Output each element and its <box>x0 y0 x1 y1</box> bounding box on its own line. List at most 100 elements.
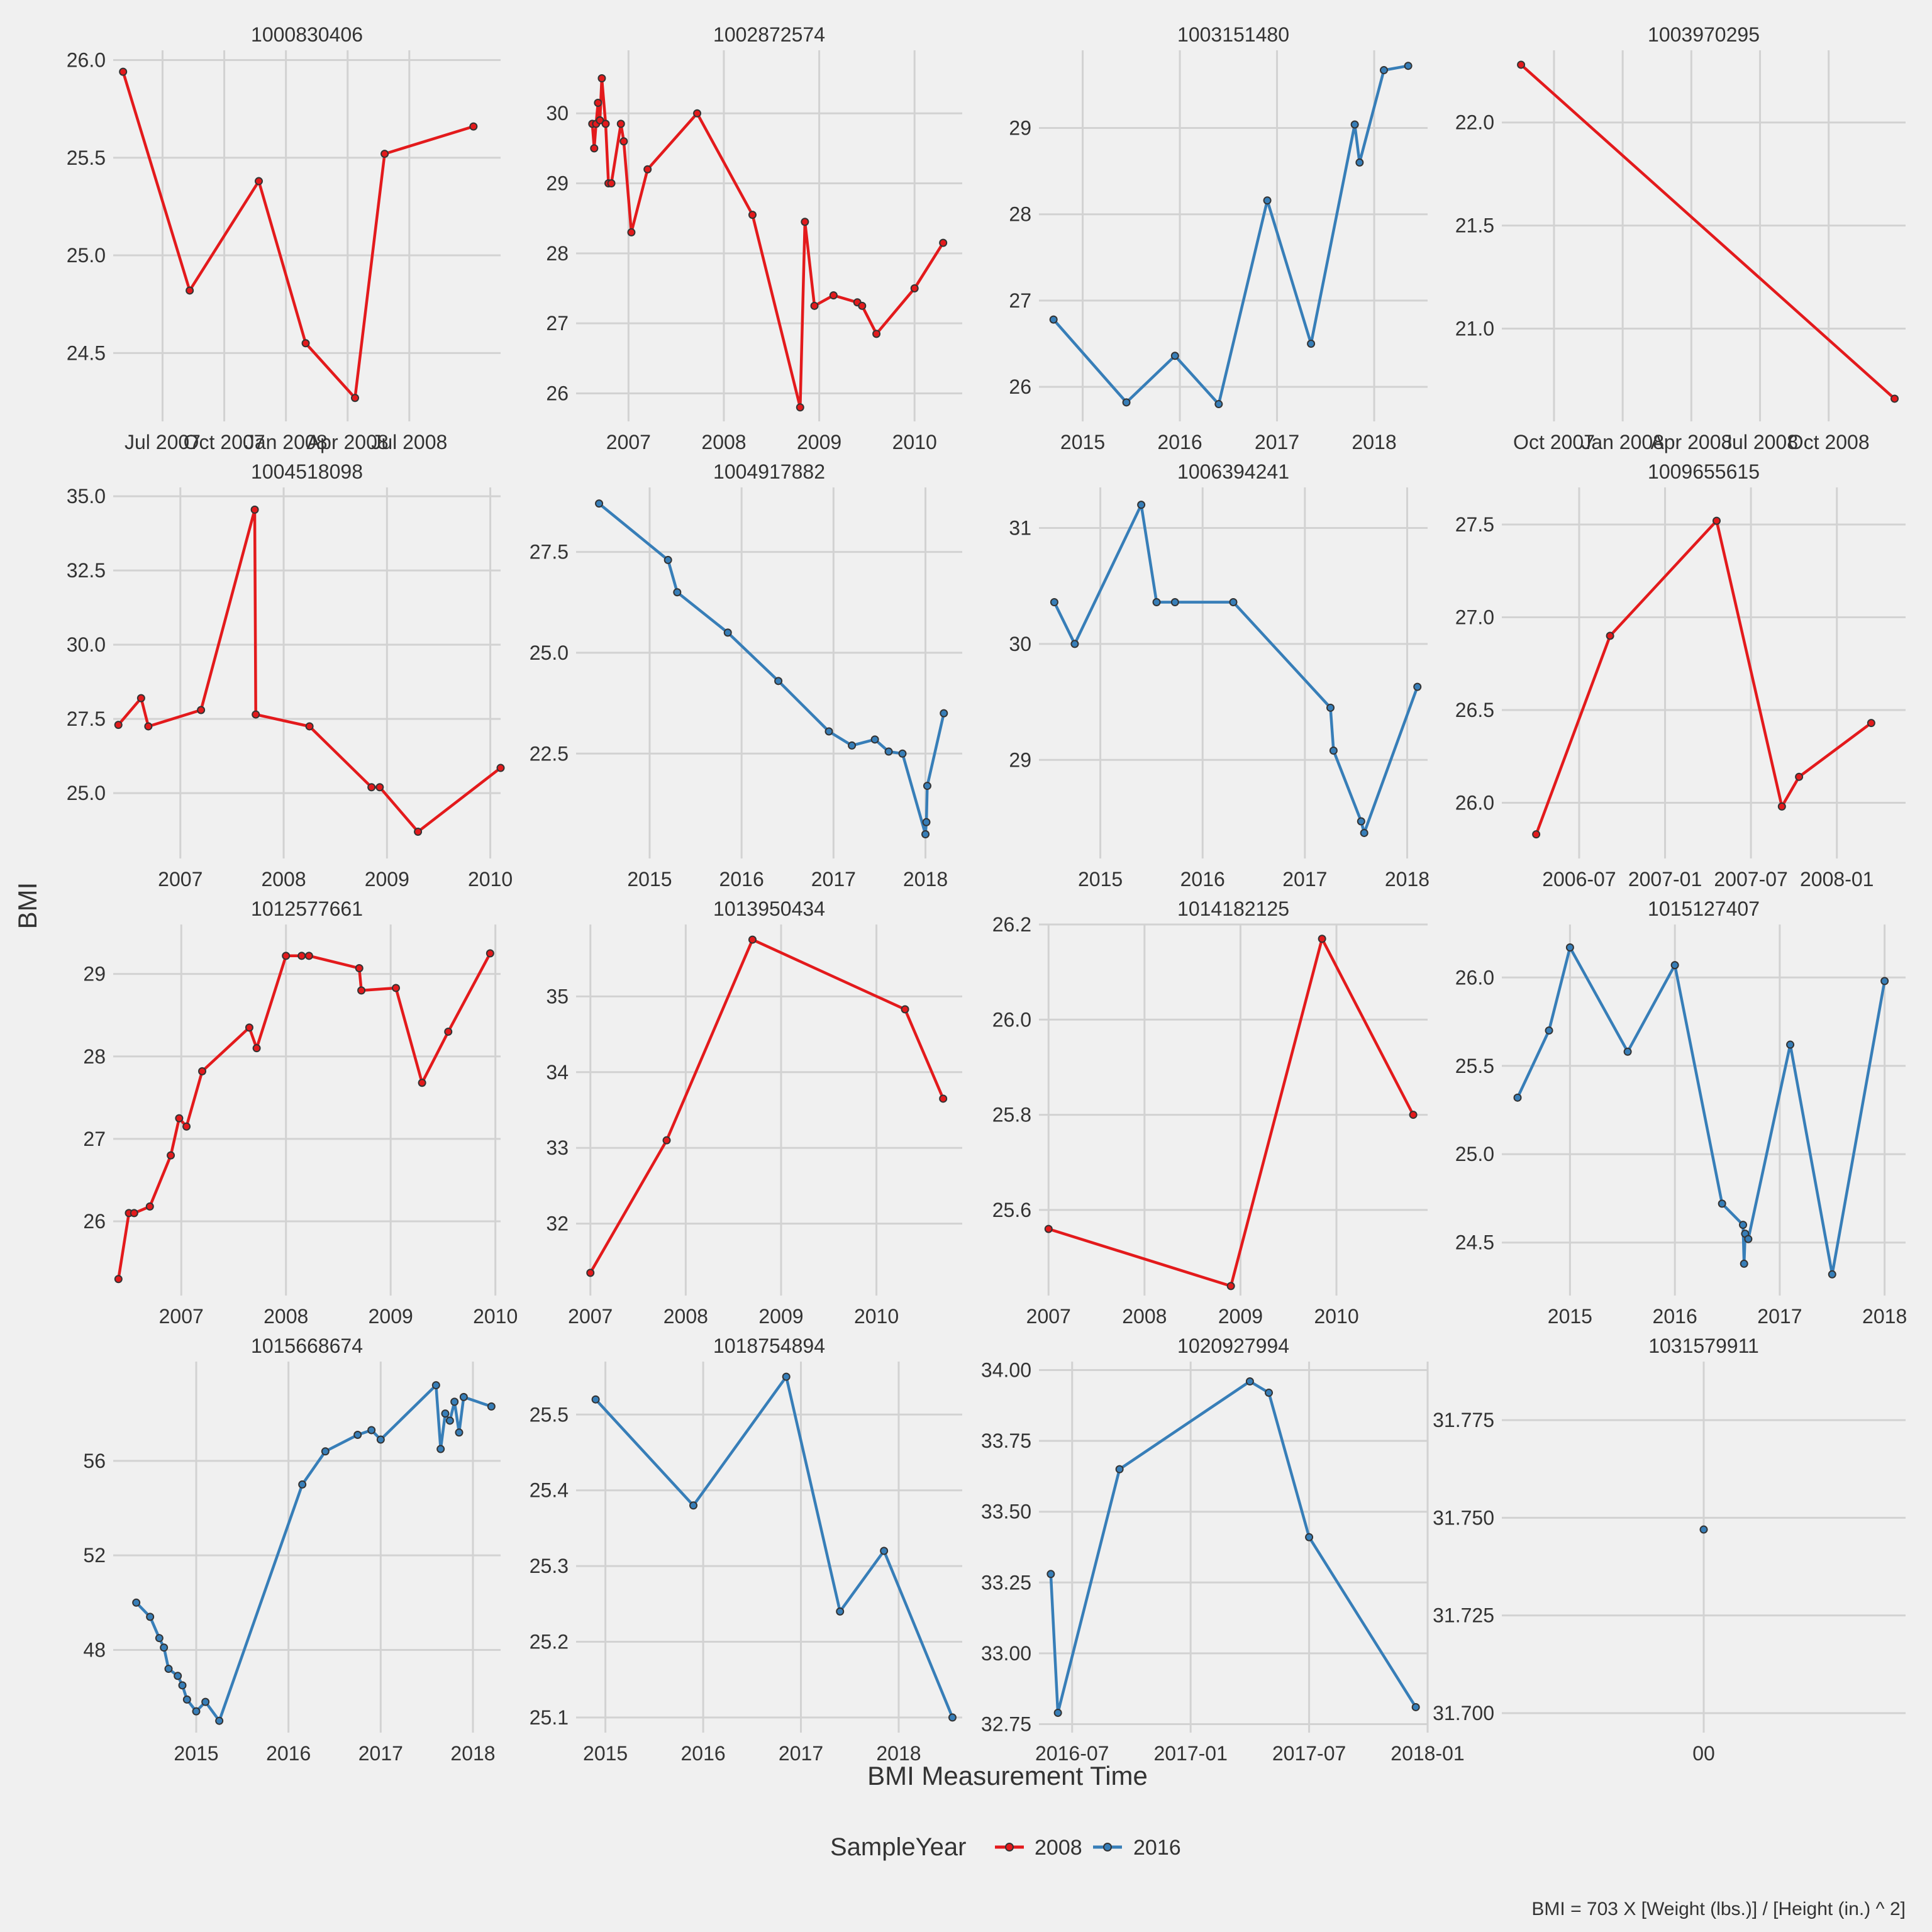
data-point <box>144 722 153 731</box>
x-tick-label: 2015 <box>627 868 672 891</box>
y-tick-label: 27 <box>546 312 569 335</box>
y-tick-label: 34 <box>546 1061 569 1084</box>
y-tick-label: 26.0 <box>1455 966 1494 989</box>
y-tick-label: 29 <box>1009 116 1031 139</box>
data-point <box>1360 828 1368 837</box>
data-point <box>1744 1235 1753 1243</box>
y-tick-label: 56 <box>83 1450 106 1472</box>
data-point <box>796 403 804 412</box>
data-point <box>367 783 376 792</box>
x-tick-label: 2017 <box>1255 431 1299 453</box>
data-point <box>1245 1377 1254 1386</box>
data-point <box>693 109 702 118</box>
data-point <box>1670 961 1679 970</box>
data-point <box>132 1598 141 1607</box>
x-tick-label: Apr 2008 <box>1650 431 1732 453</box>
x-tick-label: 2010 <box>892 431 937 453</box>
x-tick-label: 2007 <box>568 1305 613 1328</box>
x-tick-label: 2008-01 <box>1800 868 1874 891</box>
x-tick-label: 2007 <box>158 868 203 891</box>
data-point <box>1413 682 1422 691</box>
facet-title: 1004917882 <box>713 460 825 483</box>
data-point <box>1263 196 1272 205</box>
data-point <box>445 1416 454 1425</box>
data-point <box>119 67 128 76</box>
data-point <box>455 1428 464 1437</box>
legend: SampleYear 2008 2016 <box>830 1833 1181 1861</box>
data-point <box>155 1634 164 1643</box>
x-tick-label: 2010 <box>473 1305 518 1328</box>
y-tick-label: 25.0 <box>67 244 106 267</box>
y-tick-label: 33 <box>546 1136 569 1159</box>
data-point <box>901 1005 909 1014</box>
data-point <box>198 1067 207 1075</box>
x-tick-label: 2015 <box>583 1742 628 1765</box>
y-tick-label: 27.5 <box>530 541 569 564</box>
data-point <box>146 1613 155 1621</box>
y-tick-label: 22.5 <box>530 742 569 765</box>
data-point <box>380 150 389 158</box>
x-tick-label: 2009 <box>797 431 841 453</box>
y-tick-label: 26.5 <box>1455 699 1494 721</box>
facet-panel-1015127407: 1015127407 24.5 25.0 25.5 26.0 2015 2016 2017 20… <box>1455 897 1907 1328</box>
x-tick-label: 2010 <box>468 868 513 891</box>
data-point <box>898 749 907 758</box>
data-point <box>1350 120 1359 129</box>
data-point <box>1355 158 1364 167</box>
data-point <box>441 1409 450 1418</box>
y-tick-label: 29 <box>1009 748 1031 771</box>
x-tick-label: Oct 2008 <box>1788 431 1870 453</box>
data-point <box>418 1079 426 1087</box>
y-tick-label: 29 <box>83 963 106 985</box>
y-tick-label: 25.0 <box>1455 1143 1494 1165</box>
x-tick-label: 2016 <box>1653 1305 1697 1328</box>
facet-title: 1014182125 <box>1177 897 1289 920</box>
legend-key-point-2016 <box>1103 1843 1112 1852</box>
data-point <box>353 1430 362 1439</box>
data-point <box>1517 60 1526 69</box>
y-tick-label: 32.5 <box>67 559 106 582</box>
x-axis-title: BMI Measurement Time <box>867 1761 1148 1790</box>
data-point <box>1740 1259 1748 1268</box>
data-point <box>136 694 145 702</box>
data-point <box>824 727 833 736</box>
x-tick-label: 2008 <box>701 431 746 453</box>
x-tick-label: Jul 2008 <box>371 431 447 453</box>
x-tick-label: 2017 <box>1282 868 1327 891</box>
data-point <box>939 238 948 247</box>
facet-panel-1018754894: 1018754894 25.1 25.2 25.3 25.4 25.5 2015 2016 20… <box>530 1335 962 1765</box>
data-point <box>1049 315 1058 324</box>
data-point <box>801 218 809 226</box>
y-tick-label: 21.5 <box>1455 214 1494 237</box>
data-point <box>1053 1708 1062 1717</box>
y-tick-label: 27 <box>1009 289 1031 312</box>
data-point <box>197 706 206 714</box>
y-tick-label: 26.0 <box>67 49 106 72</box>
y-tick-label: 25.8 <box>992 1104 1031 1126</box>
data-point <box>182 1122 191 1131</box>
y-tick-label: 25.0 <box>67 782 106 804</box>
y-tick-label: 31.775 <box>1433 1409 1494 1431</box>
x-tick-label: 2007 <box>606 431 651 453</box>
x-tick-label: 2010 <box>854 1305 899 1328</box>
facet-panel-1006394241: 1006394241 29 30 31 2015 2016 2017 2018 <box>1009 460 1430 891</box>
data-point <box>1318 935 1326 943</box>
y-tick-label: 31.700 <box>1433 1702 1494 1724</box>
y-tick-label: 52 <box>83 1544 106 1567</box>
data-point <box>414 828 423 836</box>
y-tick-label: 30 <box>546 102 569 125</box>
data-point <box>174 1672 182 1680</box>
data-point <box>1305 1533 1314 1541</box>
data-point <box>601 119 610 128</box>
data-point <box>367 1426 376 1435</box>
x-tick-label: Oct 2007 <box>184 431 265 453</box>
y-tick-label: 27.5 <box>67 708 106 730</box>
legend-label-2016: 2016 <box>1133 1836 1181 1860</box>
data-point <box>1532 830 1541 839</box>
data-point <box>1115 1465 1124 1474</box>
x-tick-label: 2017 <box>811 868 856 891</box>
y-tick-label: 29 <box>546 172 569 195</box>
data-point <box>355 963 364 972</box>
data-point <box>1795 772 1804 781</box>
